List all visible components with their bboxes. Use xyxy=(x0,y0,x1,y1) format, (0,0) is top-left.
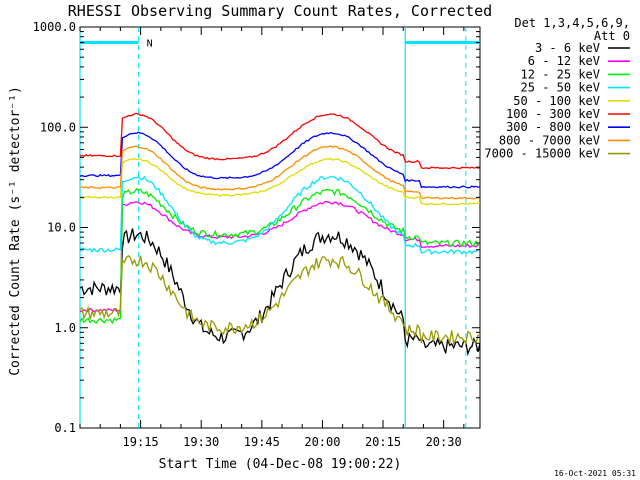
series-line-25-50-kev xyxy=(79,175,481,255)
night-marker: N xyxy=(147,39,153,50)
chart-title: RHESSI Observing Summary Count Rates, Co… xyxy=(68,2,492,20)
y-axis-label: Corrected Count Rate (s⁻¹ detector⁻¹) xyxy=(8,86,23,376)
legend-label: 100 - 300 keV xyxy=(506,107,600,121)
legend-label: 6 - 12 keV xyxy=(528,54,600,68)
timestamp: 16-Oct-2021 05:31 xyxy=(554,469,636,478)
legend-label: 800 - 7000 keV xyxy=(499,133,600,147)
legend-label: 12 - 25 keV xyxy=(521,67,600,81)
legend-label: 3 - 6 keV xyxy=(535,41,600,55)
x-tick-label: 20:00 xyxy=(304,435,340,449)
y-tick-label: 0.1 xyxy=(54,421,76,435)
plot-frame xyxy=(79,26,481,429)
x-tick-label: 20:30 xyxy=(426,435,462,449)
x-tick-label: 20:15 xyxy=(365,435,401,449)
y-tick-label: 10.0 xyxy=(47,221,76,235)
x-tick-label: 19:30 xyxy=(183,435,219,449)
series-line-100-300-kev xyxy=(79,112,481,170)
x-axis-label: Start Time (04-Dec-08 19:00:22) xyxy=(159,457,402,472)
series-line-300-800-kev xyxy=(79,131,481,189)
x-tick-label: 19:45 xyxy=(244,435,280,449)
y-tick-label: 1000.0 xyxy=(33,20,76,34)
legend-header-line: Att 0 xyxy=(594,29,630,43)
legend-header-line: Det 1,3,4,5,6,9, xyxy=(514,16,630,30)
y-tick-label: 100.0 xyxy=(40,120,76,134)
series-line-800-7000-kev xyxy=(79,145,481,200)
series-line-3-6-kev xyxy=(79,228,481,357)
legend-label: 50 - 100 keV xyxy=(513,94,600,108)
y-tick-label: 1.0 xyxy=(54,321,76,335)
x-tick-label: 19:15 xyxy=(123,435,159,449)
legend-label: 7000 - 15000 keV xyxy=(484,147,600,161)
series-line-7000-15000-kev xyxy=(79,254,480,346)
series-line-50-100-kev xyxy=(79,157,481,206)
legend-label: 300 - 800 keV xyxy=(506,120,600,134)
legend-label: 25 - 50 keV xyxy=(521,81,600,95)
series-line-12-25-kev xyxy=(79,187,481,325)
